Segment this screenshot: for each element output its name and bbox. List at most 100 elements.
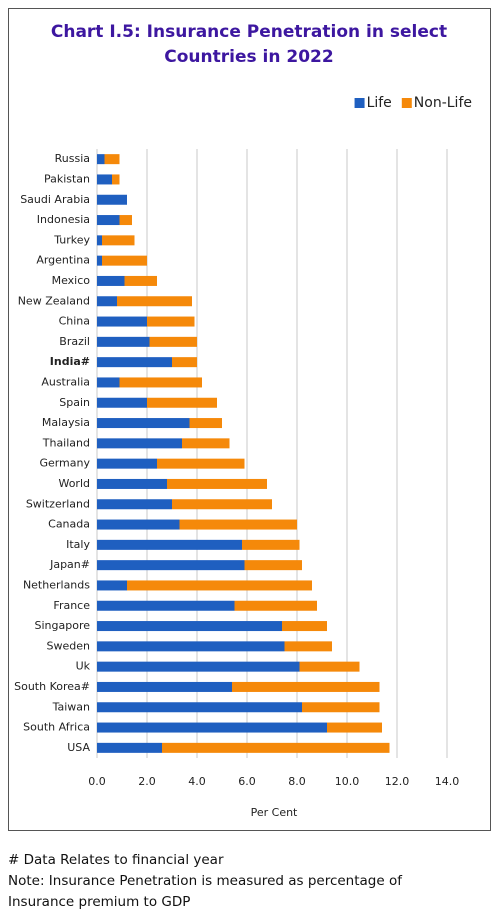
bar-segment	[167, 478, 267, 489]
bar-segment	[97, 397, 147, 408]
bar-segment	[97, 154, 105, 165]
y-tick-label: Italy	[66, 538, 90, 551]
bar-segment	[97, 215, 120, 226]
bar-segment	[97, 438, 182, 449]
bar-segment	[97, 539, 242, 550]
bar-segment	[97, 275, 125, 286]
bar-segment	[97, 600, 235, 611]
bar-segment	[179, 519, 297, 530]
legend-label: Non-Life	[414, 95, 472, 111]
bar-segment	[157, 458, 245, 469]
x-tick-label: 12.0	[385, 775, 410, 788]
y-tick-label: Turkey	[53, 233, 90, 246]
bar-segment	[282, 621, 327, 632]
bar-segment	[97, 702, 302, 713]
bar-segment	[97, 478, 167, 489]
x-tick-label: 10.0	[335, 775, 360, 788]
bar-segment	[97, 580, 127, 591]
x-tick-label: 8.0	[288, 775, 306, 788]
legend-swatch	[354, 98, 365, 108]
y-tick-label: New Zealand	[18, 294, 90, 307]
bar-segment	[162, 742, 390, 753]
bar-segment	[244, 560, 302, 571]
y-tick-label: Malaysia	[42, 416, 90, 429]
bar-segment	[97, 357, 172, 368]
x-tick-label: 4.0	[188, 775, 206, 788]
bar-segment	[97, 722, 327, 733]
y-tick-label: Uk	[76, 660, 91, 673]
bar-segment	[117, 296, 192, 307]
bar-segment	[97, 661, 300, 672]
legend-label: Life	[367, 95, 392, 111]
bar-segment	[232, 681, 380, 692]
bar-segment	[119, 215, 132, 226]
bar-segment	[102, 235, 135, 246]
y-tick-label: Canada	[48, 518, 90, 531]
bar-segment	[149, 336, 197, 347]
x-tick-label: 14.0	[435, 775, 460, 788]
bar-segment	[104, 154, 120, 165]
bar-segment	[97, 235, 102, 246]
bar-segment	[172, 357, 197, 368]
bar-segment	[97, 316, 147, 327]
bar-segment	[127, 580, 312, 591]
bar-segment	[97, 641, 285, 652]
y-tick-label: Spain	[59, 396, 90, 409]
bar-segment	[102, 255, 147, 266]
bar-segment	[147, 316, 195, 327]
y-tick-label: Indonesia	[37, 213, 90, 226]
x-tick-label: 2.0	[138, 775, 156, 788]
bar-segment	[97, 681, 232, 692]
bar-segment	[97, 560, 245, 571]
bar-segment	[172, 499, 272, 510]
y-tick-label: Taiwan	[52, 700, 90, 713]
bar-segment	[119, 377, 202, 388]
bar-segment	[97, 418, 190, 429]
x-axis-label: Per Cent	[251, 806, 298, 819]
bar-segment	[327, 722, 382, 733]
notes: # Data Relates to financial year Note: I…	[8, 850, 448, 913]
bar-segment	[97, 519, 180, 530]
bar-segment	[284, 641, 332, 652]
y-tick-label: USA	[67, 741, 90, 754]
x-tick-label: 0.0	[88, 775, 106, 788]
chart: 0.0 2.0 4.0 6.0 8.0 10.0 12.0 14.0 Per Cent Russi…	[14, 95, 472, 819]
note: # Data Relates to financial year	[8, 852, 224, 868]
y-tick-label: South Korea#	[14, 680, 90, 693]
bar-segment	[124, 275, 157, 286]
bar-segment	[97, 621, 282, 632]
y-tick-label: Argentina	[36, 254, 90, 267]
bar-segment	[189, 418, 222, 429]
y-tick-label: South Africa	[23, 721, 90, 734]
bar-segment	[97, 377, 120, 388]
bar-segment	[234, 600, 317, 611]
y-tick-label: Australia	[41, 375, 90, 388]
y-tick-label: Russia	[55, 152, 90, 165]
bar-segment	[97, 499, 172, 510]
y-tick-label: Brazil	[59, 335, 90, 348]
y-tick-label: Singapore	[35, 619, 91, 632]
y-tick-label: Mexico	[52, 274, 91, 287]
bar-segment	[242, 539, 300, 550]
note: Note: Insurance Penetration is measured …	[8, 873, 402, 910]
y-tick-label: India#	[50, 355, 90, 368]
y-tick-label: Pakistan	[44, 172, 90, 185]
y-tick-label: Saudi Arabia	[20, 193, 90, 206]
y-tick-label: World	[58, 477, 90, 490]
bar-segment	[302, 702, 380, 713]
legend-swatch	[401, 98, 412, 108]
y-tick-label: Japan#	[49, 558, 90, 571]
y-tick-label: Sweden	[47, 639, 90, 652]
y-tick-label: Switzerland	[26, 497, 90, 510]
chart-frame	[8, 8, 491, 831]
chart-title: Chart I.5: Insurance Penetration in sele…	[50, 22, 448, 67]
y-tick-label: Germany	[39, 457, 90, 470]
bar-segment	[97, 255, 102, 266]
bar-segment	[97, 296, 117, 307]
bar-segment	[299, 661, 360, 672]
bar-segment	[97, 742, 162, 753]
x-tick-label: 6.0	[238, 775, 256, 788]
y-tick-label: China	[59, 315, 90, 328]
bar-segment	[147, 397, 217, 408]
